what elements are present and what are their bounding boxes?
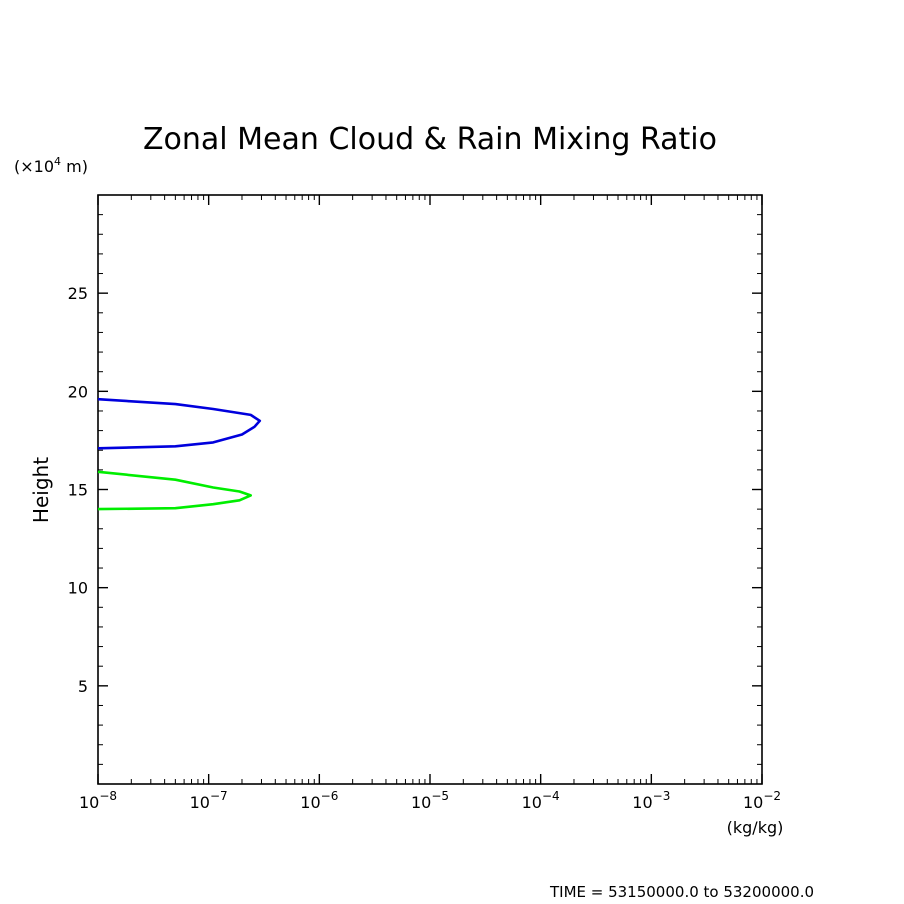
x-tick-label: 10−4 xyxy=(522,789,560,812)
x-tick-label: 10−3 xyxy=(632,789,670,812)
x-tick-label: 10−8 xyxy=(79,789,117,812)
y-tick-label: 25 xyxy=(68,284,88,303)
time-range-footer: TIME = 53150000.0 to 53200000.0 xyxy=(549,883,814,901)
y-tick-label: 5 xyxy=(78,677,88,696)
y-unit-label: (×104 m) xyxy=(14,155,88,176)
x-tick-label: 10−2 xyxy=(743,789,781,812)
series-line-1 xyxy=(97,397,262,450)
plot-frame xyxy=(97,194,763,785)
plot-area: 5 10 15 20 25 10−8 10−7 10−6 10−5 10−4 10−3 10−2 xyxy=(68,194,781,812)
y-tick-label: 10 xyxy=(68,579,88,598)
x-tick-label: 10−5 xyxy=(411,789,449,812)
y-tick-label: 15 xyxy=(68,481,88,500)
series-line-2 xyxy=(97,470,252,511)
y-tick-label: 20 xyxy=(68,382,88,401)
x-tick-label: 10−6 xyxy=(300,789,338,812)
chart-title: Zonal Mean Cloud & Rain Mixing Ratio xyxy=(143,122,717,157)
x-unit-label: (kg/kg) xyxy=(727,818,784,837)
y-axis-label: Height xyxy=(29,457,53,523)
x-tick-label: 10−7 xyxy=(190,789,228,812)
